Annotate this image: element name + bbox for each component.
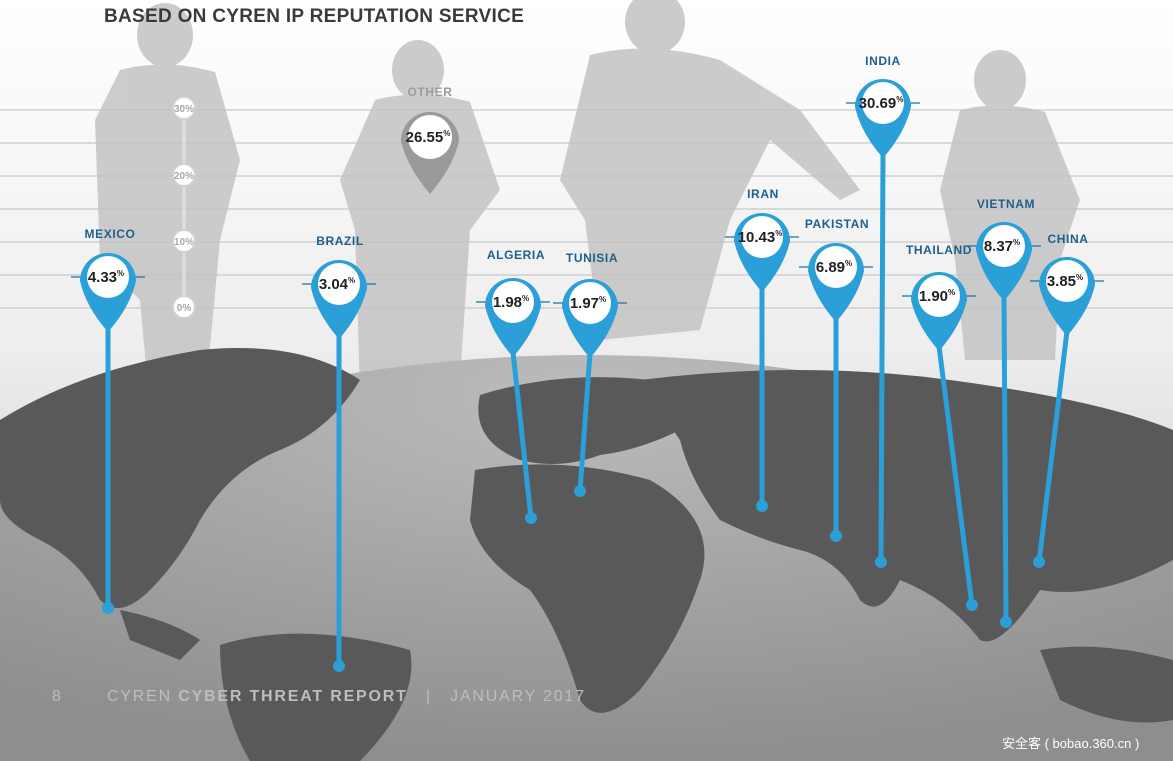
scale-tick-label: 20% — [174, 171, 194, 182]
value-unit: % — [522, 294, 529, 303]
value-label: 26.55% — [406, 129, 451, 146]
scale-tick-label: 0% — [177, 303, 192, 314]
scale-tick-circle — [172, 229, 196, 253]
pin-face — [1046, 260, 1088, 302]
scale-tick-circle — [172, 163, 196, 187]
pin-anchor-dot — [756, 500, 768, 512]
value-label: 30.69% — [859, 95, 904, 112]
value-unit: % — [1076, 273, 1083, 282]
pin-anchor-dot — [830, 530, 842, 542]
country-pin: TUNISIA 1.97% — [553, 251, 627, 497]
scale-tick-circle — [172, 96, 196, 120]
pin-face — [983, 225, 1025, 267]
country-pin: THAILAND 1.90% — [902, 243, 978, 611]
other-label: OTHER — [408, 85, 453, 99]
value-unit: % — [348, 276, 355, 285]
country-label: TUNISIA — [566, 251, 618, 265]
pin-anchor-dot — [574, 485, 586, 497]
pin-anchor-dot — [966, 599, 978, 611]
country-pin: IRAN 10.43% — [725, 187, 799, 512]
pin-stem — [1001, 293, 1009, 625]
country-label: PAKISTAN — [805, 217, 869, 231]
pins: MEXICO 4.33% BRAZIL 3.04% ALGERIA 1.98% TUNISI… — [71, 54, 1104, 672]
other-pin: OTHER 26.55% — [401, 85, 459, 194]
footer-report-name: CYBER THREAT REPORT — [178, 688, 408, 705]
value-unit: % — [845, 259, 852, 268]
pin-face — [318, 263, 360, 305]
pin-stem — [577, 350, 593, 494]
value-label: 8.37% — [984, 238, 1020, 255]
country-pin: PAKISTAN 6.89% — [799, 217, 873, 542]
value-label: 1.90% — [919, 288, 955, 305]
pin-anchor-dot — [1033, 556, 1045, 568]
pin-face — [569, 282, 611, 324]
watermark: 安全客 ( bobao.360.cn ) — [1002, 736, 1140, 751]
pin-stem — [878, 150, 886, 565]
value-label: 10.43% — [738, 229, 783, 246]
value-label: 3.85% — [1047, 273, 1083, 290]
value-label: 3.04% — [319, 276, 355, 293]
pin-anchor-dot — [525, 512, 537, 524]
country-label: ALGERIA — [487, 248, 545, 262]
footer-brand: CYREN — [106, 688, 172, 705]
country-label: THAILAND — [906, 243, 972, 257]
pin-face — [408, 115, 452, 159]
country-pin: ALGERIA 1.98% — [476, 248, 550, 524]
percentage-scale: 30% 20% 10% 0% — [172, 96, 196, 319]
country-pin: BRAZIL 3.04% — [302, 234, 376, 672]
pin-face — [918, 275, 960, 317]
value-unit: % — [117, 269, 124, 278]
country-label: BRAZIL — [316, 234, 364, 248]
value-unit: % — [599, 295, 606, 304]
pin-face — [862, 82, 904, 124]
country-label: MEXICO — [85, 227, 136, 241]
chart-title: BASED ON CYREN IP REPUTATION SERVICE — [104, 6, 525, 27]
pin-anchor-dot — [102, 602, 114, 614]
page-number: 8 — [52, 688, 63, 705]
country-label: CHINA — [1048, 232, 1089, 246]
value-unit: % — [948, 288, 955, 297]
pin-anchor-dot — [875, 556, 887, 568]
pin-anchor-dot — [333, 660, 345, 672]
country-pin: VIETNAM 8.37% — [967, 197, 1041, 628]
pin-stem — [1036, 328, 1070, 565]
country-pin: INDIA 30.69% — [846, 54, 920, 568]
pin-anchor-dot — [1000, 616, 1012, 628]
value-label: 6.89% — [816, 259, 852, 276]
continents — [0, 348, 1173, 761]
pin-face — [741, 216, 783, 258]
value-unit: % — [1013, 238, 1020, 247]
value-unit: % — [443, 129, 450, 138]
pin-stem — [936, 343, 975, 608]
pin-face — [492, 281, 534, 323]
value-label: 1.98% — [493, 294, 529, 311]
footer-date: JANUARY 2017 — [450, 688, 586, 705]
pin-stem — [510, 349, 534, 521]
pin-face — [87, 256, 129, 298]
country-label: IRAN — [747, 187, 779, 201]
scale-tick-label: 30% — [174, 104, 194, 115]
value-unit: % — [775, 229, 782, 238]
scale-tick-label: 10% — [174, 237, 194, 248]
pin-face — [815, 246, 857, 288]
value-unit: % — [896, 95, 903, 104]
footer: 8 CYREN CYBER THREAT REPORT | JANUARY 20… — [52, 688, 586, 706]
country-pin: MEXICO 4.33% — [71, 227, 145, 614]
country-label: VIETNAM — [977, 197, 1035, 211]
value-label: 1.97% — [570, 295, 606, 312]
country-pin: CHINA 3.85% — [1030, 232, 1104, 568]
country-label: INDIA — [865, 54, 901, 68]
footer-separator: | — [425, 688, 432, 705]
value-label: 4.33% — [88, 269, 124, 286]
scale-tick-circle — [172, 295, 196, 319]
